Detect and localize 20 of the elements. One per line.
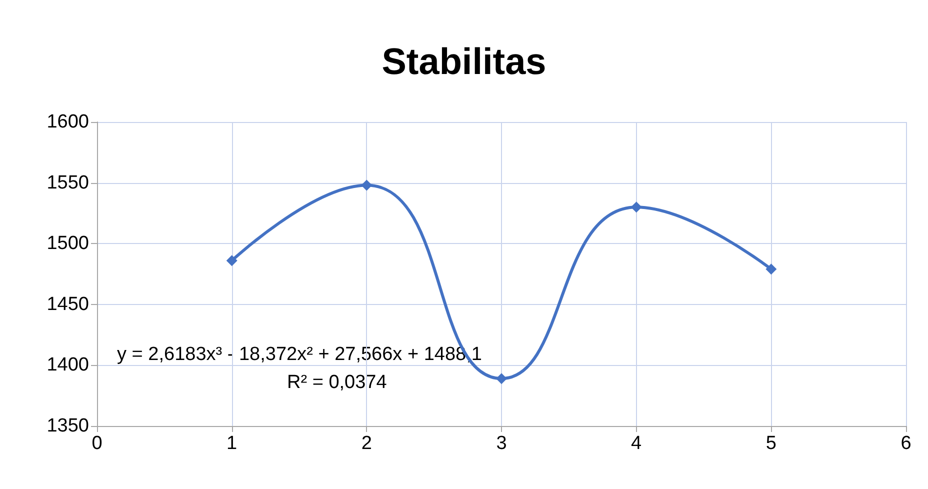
- point: [496, 373, 507, 384]
- annotation: R² = 0,0374: [287, 372, 388, 393]
- y-tick-label: 1350: [46, 416, 89, 436]
- x-tick-label: 1: [226, 433, 238, 454]
- chart-title: Stabilitas: [382, 41, 546, 82]
- x-tick-label: 0: [92, 433, 102, 454]
- y-tick-label: 1550: [46, 172, 89, 194]
- y-tick-label: 1400: [46, 354, 89, 376]
- x-tick-label: 5: [766, 433, 776, 454]
- point: [766, 264, 777, 275]
- point: [226, 255, 238, 266]
- point: [361, 180, 372, 191]
- point: [630, 202, 642, 213]
- x-tick-label: 6: [900, 433, 912, 454]
- y-tick-label: 1450: [46, 294, 89, 315]
- y-tick-label: 1500: [46, 233, 89, 254]
- x-tick-label: 2: [361, 433, 372, 454]
- x-tick-label: 3: [496, 433, 507, 454]
- y-tick-label: 1600: [46, 112, 89, 132]
- x-tick-label: 4: [631, 433, 642, 454]
